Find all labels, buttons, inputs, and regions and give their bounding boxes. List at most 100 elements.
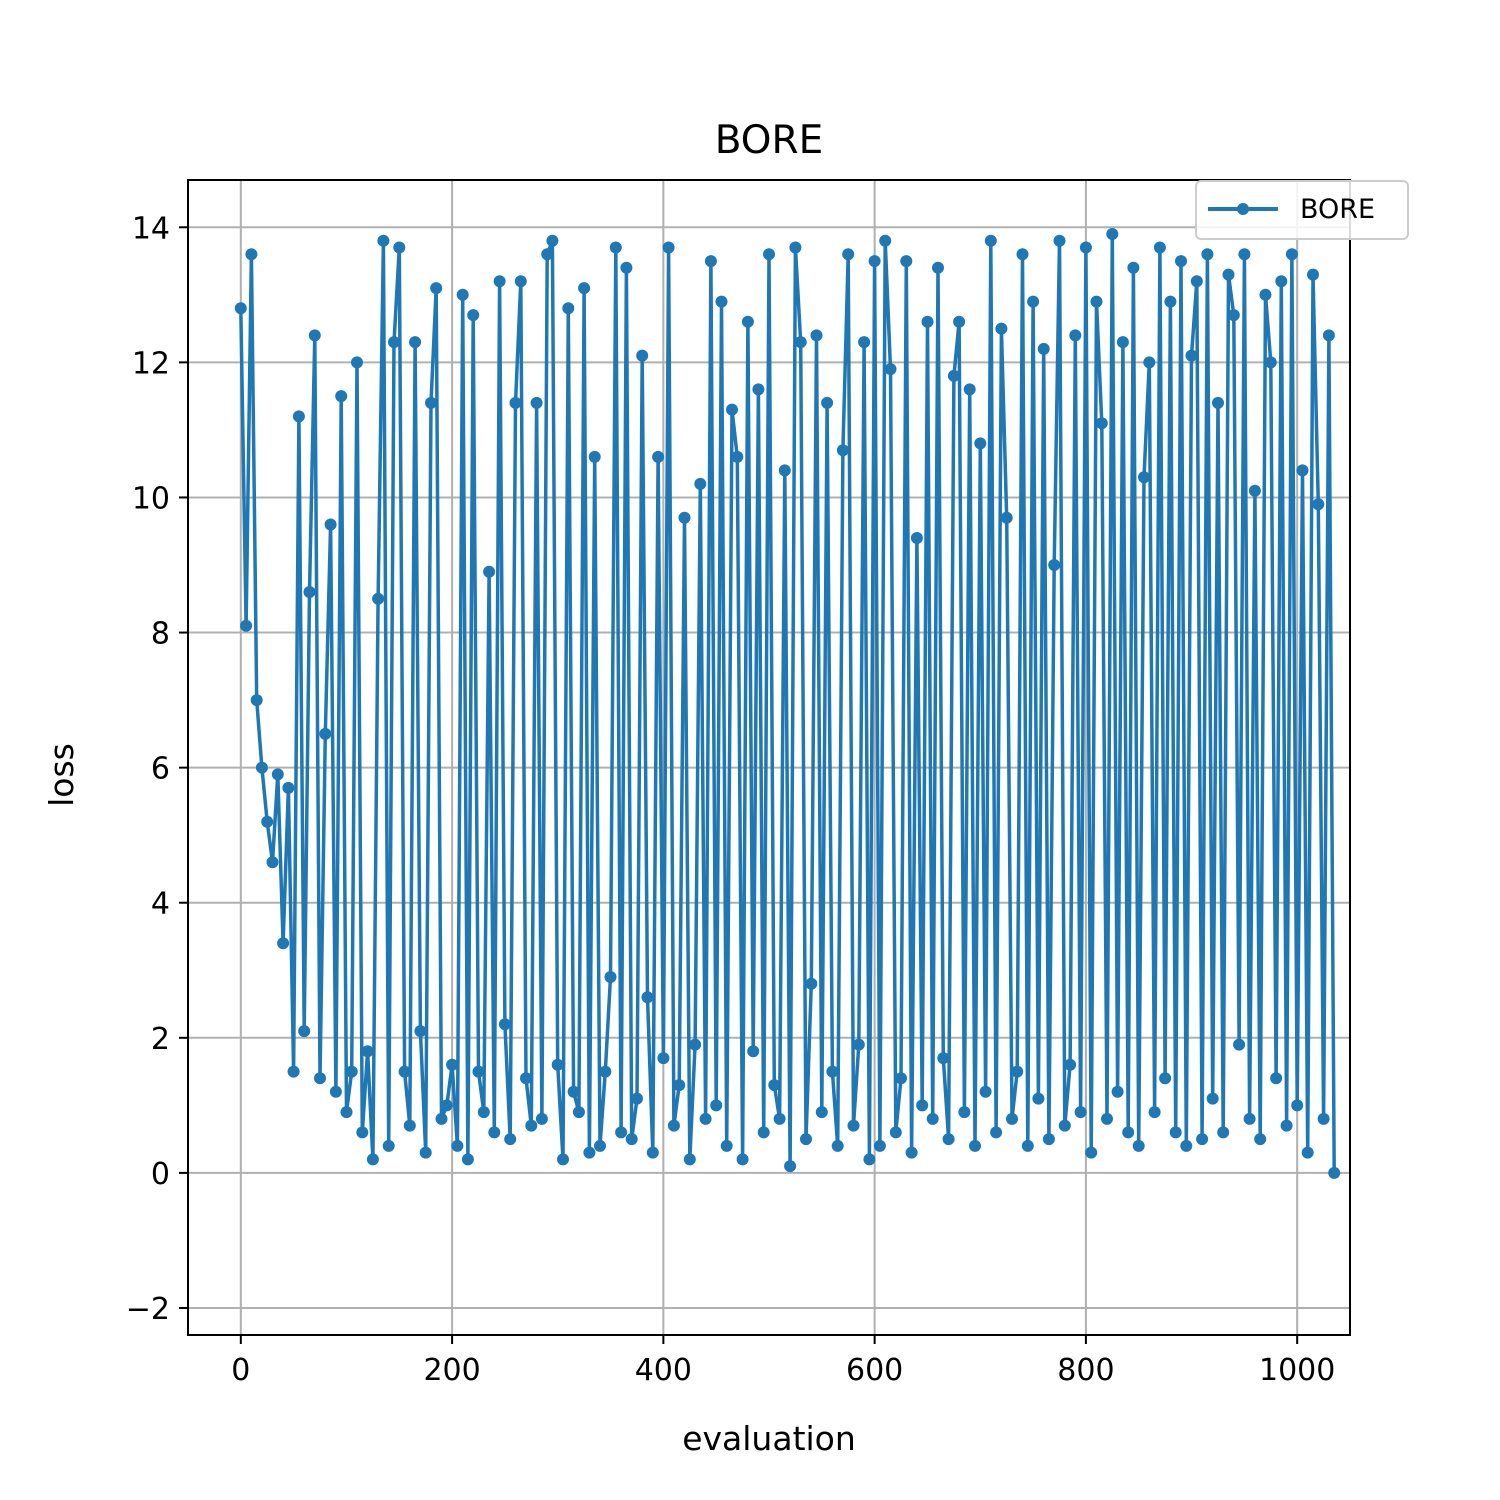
data-point: [398, 1065, 411, 1078]
data-point: [562, 302, 575, 315]
x-tick-label: 0: [231, 1353, 250, 1388]
data-point: [498, 1018, 511, 1031]
data-point: [673, 1079, 686, 1092]
data-point: [361, 1045, 374, 1058]
data-point: [800, 1133, 812, 1146]
data-point: [932, 261, 944, 274]
data-point: [366, 1153, 379, 1166]
data-point: [958, 1106, 971, 1119]
y-tick-label: 0: [151, 1157, 170, 1192]
data-point: [504, 1133, 517, 1146]
data-point: [1201, 248, 1214, 261]
data-point: [1185, 349, 1198, 362]
data-point: [921, 315, 934, 328]
data-point: [425, 396, 437, 409]
data-point: [715, 295, 728, 308]
data-point: [752, 383, 765, 396]
data-point: [440, 1099, 453, 1112]
data-point: [805, 977, 818, 990]
data-point: [969, 1139, 981, 1152]
data-point: [329, 1085, 342, 1098]
data-point: [694, 477, 707, 490]
series-bore: [234, 228, 1341, 1179]
data-point: [662, 241, 675, 254]
data-point: [266, 856, 279, 869]
data-point: [895, 1072, 907, 1085]
data-point: [720, 1139, 733, 1152]
data-point: [726, 403, 738, 416]
data-point: [345, 1065, 358, 1078]
data-point: [1243, 1112, 1256, 1125]
y-axis: −2 0 2 4 6 8 10 12 14: [126, 211, 188, 1327]
data-point: [509, 396, 522, 409]
legend-box: [1195, 180, 1409, 240]
data-point: [1317, 1112, 1330, 1125]
data-point: [409, 336, 422, 349]
data-point: [683, 1153, 696, 1166]
data-point: [451, 1139, 464, 1152]
data-point: [1027, 295, 1040, 308]
data-point: [372, 592, 385, 605]
data-point: [557, 1153, 569, 1166]
data-point: [1085, 1146, 1098, 1159]
data-point: [657, 1052, 670, 1065]
data-point: [815, 1106, 828, 1119]
y-tick-label: 6: [151, 752, 170, 787]
data-point: [1227, 309, 1240, 322]
data-point: [1259, 288, 1272, 301]
data-point: [641, 991, 654, 1004]
data-point: [356, 1126, 369, 1139]
data-point: [335, 390, 348, 403]
data-point: [382, 1139, 395, 1152]
data-point: [858, 336, 871, 349]
data-point: [615, 1126, 628, 1139]
data-point: [842, 248, 855, 261]
data-point: [1196, 1133, 1209, 1146]
data-point: [1053, 234, 1066, 247]
data-point: [1180, 1139, 1193, 1152]
data-point: [1116, 336, 1129, 349]
data-point: [483, 565, 496, 578]
legend: BORE: [1195, 180, 1409, 240]
data-point: [1296, 464, 1309, 477]
data-point: [578, 282, 591, 295]
data-point: [625, 1133, 638, 1146]
data-point: [1312, 498, 1325, 511]
data-point: [1064, 1058, 1077, 1071]
data-point: [963, 383, 976, 396]
data-point: [747, 1045, 760, 1058]
data-point: [477, 1106, 490, 1119]
data-point: [393, 241, 406, 254]
data-point: [1069, 329, 1082, 342]
data-point: [831, 1139, 844, 1152]
data-point: [340, 1106, 353, 1119]
data-point: [1148, 1106, 1161, 1119]
data-point: [403, 1119, 416, 1132]
y-axis-label: loss: [42, 743, 81, 807]
data-point: [784, 1160, 797, 1173]
data-point: [942, 1133, 955, 1146]
plot-frame: [187, 179, 1351, 1336]
data-point: [572, 1106, 585, 1119]
y-tick-label: 14: [132, 211, 170, 246]
data-point: [261, 815, 274, 828]
data-point: [736, 1153, 749, 1166]
data-point: [810, 329, 823, 342]
data-point: [461, 1153, 474, 1166]
x-axis: 0 200 400 600 800 1000: [231, 1335, 1335, 1388]
x-tick-label: 200: [423, 1353, 480, 1388]
data-point: [520, 1072, 532, 1085]
data-point: [308, 329, 321, 342]
data-point: [794, 336, 807, 349]
data-point: [250, 694, 263, 707]
data-point: [836, 444, 849, 457]
data-point: [826, 1065, 839, 1078]
data-point: [863, 1153, 876, 1166]
data-point: [974, 437, 987, 450]
data-point: [319, 727, 332, 740]
data-point: [1328, 1166, 1341, 1179]
data-point: [1212, 396, 1224, 409]
data-point: [947, 369, 960, 382]
data-point: [551, 1058, 564, 1071]
